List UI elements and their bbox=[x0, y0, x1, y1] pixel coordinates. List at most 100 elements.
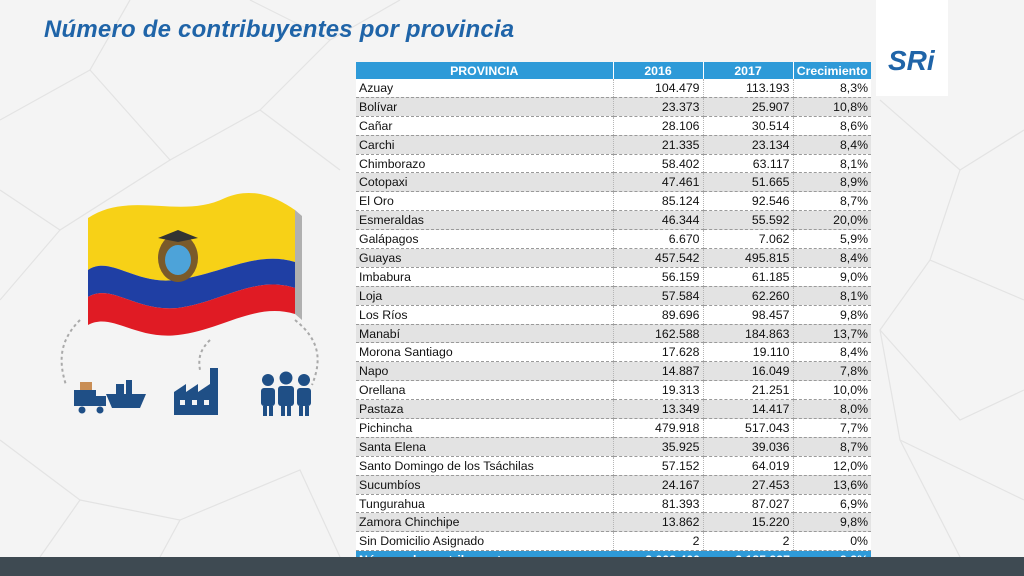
year-2016-cell: 162.588 bbox=[612, 324, 703, 344]
year-2017-cell: 27.453 bbox=[702, 475, 793, 495]
year-2017-cell: 16.049 bbox=[702, 361, 793, 382]
table-row: Pichincha 479.918 517.043 7,7% bbox=[356, 418, 871, 438]
year-2016-cell: 17.628 bbox=[612, 342, 703, 363]
province-cell: Galápagos bbox=[356, 229, 613, 250]
province-cell: Tungurahua bbox=[356, 494, 613, 514]
table-row: Guayas 457.542 495.815 8,4% bbox=[356, 248, 871, 268]
growth-cell: 8,4% bbox=[792, 135, 871, 155]
year-2016-cell: 13.862 bbox=[612, 512, 703, 533]
year-2017-cell: 25.907 bbox=[702, 97, 793, 117]
year-2017-cell: 517.043 bbox=[702, 418, 793, 438]
year-2017-cell: 184.863 bbox=[702, 324, 793, 344]
growth-cell: 13,6% bbox=[792, 475, 871, 495]
table-row: Morona Santiago 17.628 19.110 8,4% bbox=[356, 342, 871, 363]
table-row: Chimborazo 58.402 63.117 8,1% bbox=[356, 154, 871, 174]
svg-text:SRi: SRi bbox=[888, 45, 936, 76]
year-2016-cell: 56.159 bbox=[612, 267, 703, 287]
table-row: Azuay 104.479 113.193 8,3% bbox=[356, 79, 871, 98]
province-cell: Zamora Chinchipe bbox=[356, 512, 613, 533]
growth-cell: 9,8% bbox=[792, 512, 871, 533]
province-cell: Chimborazo bbox=[356, 154, 613, 174]
year-2016-cell: 89.696 bbox=[612, 305, 703, 325]
year-2017-cell: 30.514 bbox=[702, 116, 793, 136]
year-2016-cell: 85.124 bbox=[612, 191, 703, 212]
year-2017-cell: 61.185 bbox=[702, 267, 793, 287]
people-group-icon bbox=[261, 371, 311, 416]
growth-cell: 10,0% bbox=[792, 380, 871, 401]
growth-cell: 9,0% bbox=[792, 267, 871, 287]
growth-cell: 8,1% bbox=[792, 286, 871, 306]
province-cell: Bolívar bbox=[356, 97, 613, 117]
year-2016-cell: 28.106 bbox=[612, 116, 703, 136]
year-2017-cell: 7.062 bbox=[702, 229, 793, 250]
year-2016-cell: 81.393 bbox=[612, 494, 703, 514]
growth-cell: 8,7% bbox=[792, 437, 871, 457]
table-row: El Oro 85.124 92.546 8,7% bbox=[356, 191, 871, 212]
table-row: Santa Elena 35.925 39.036 8,7% bbox=[356, 437, 871, 457]
year-2016-cell: 58.402 bbox=[612, 154, 703, 174]
year-2017-cell: 19.110 bbox=[702, 342, 793, 363]
province-cell: Los Ríos bbox=[356, 305, 613, 325]
year-2017-cell: 14.417 bbox=[702, 399, 793, 420]
province-cell: El Oro bbox=[356, 191, 613, 212]
table-row: Galápagos 6.670 7.062 5,9% bbox=[356, 229, 871, 250]
province-cell: Santo Domingo de los Tsáchilas bbox=[356, 456, 613, 476]
year-2017-cell: 495.815 bbox=[702, 248, 793, 268]
year-2017-cell: 21.251 bbox=[702, 380, 793, 401]
province-cell: Esmeraldas bbox=[356, 210, 613, 231]
sri-logo: SRi bbox=[876, 0, 948, 96]
province-cell: Sucumbíos bbox=[356, 475, 613, 495]
year-2016-cell: 2 bbox=[612, 531, 703, 552]
year-2016-cell: 57.152 bbox=[612, 456, 703, 476]
growth-cell: 8,9% bbox=[792, 172, 871, 193]
trade-truck-ship-icon bbox=[74, 380, 146, 414]
cycle-arrows-icon bbox=[60, 319, 319, 386]
year-2016-cell: 457.542 bbox=[612, 248, 703, 268]
table-row: Cotopaxi 47.461 51.665 8,9% bbox=[356, 172, 871, 193]
contributors-table: PROVINCIA 2016 2017 Crecimiento Azuay 104… bbox=[356, 62, 871, 569]
table-row: Zamora Chinchipe 13.862 15.220 9,8% bbox=[356, 512, 871, 533]
year-2016-cell: 23.373 bbox=[612, 97, 703, 117]
province-cell: Pastaza bbox=[356, 399, 613, 420]
table-row: Carchi 21.335 23.134 8,4% bbox=[356, 135, 871, 155]
growth-cell: 5,9% bbox=[792, 229, 871, 250]
province-cell: Sin Domicilio Asignado bbox=[356, 531, 613, 552]
province-cell: Cañar bbox=[356, 116, 613, 136]
year-2016-cell: 57.584 bbox=[612, 286, 703, 306]
year-2016-cell: 104.479 bbox=[612, 79, 703, 98]
year-2017-cell: 55.592 bbox=[702, 210, 793, 231]
table-row: Bolívar 23.373 25.907 10,8% bbox=[356, 97, 871, 117]
page-title: Número de contribuyentes por provincia bbox=[44, 16, 515, 43]
province-cell: Orellana bbox=[356, 380, 613, 401]
table-row: Cañar 28.106 30.514 8,6% bbox=[356, 116, 871, 136]
year-2016-cell: 13.349 bbox=[612, 399, 703, 420]
year-2017-cell: 15.220 bbox=[702, 512, 793, 533]
year-2017-cell: 113.193 bbox=[702, 79, 793, 98]
table-row: Sin Domicilio Asignado 2 2 0% bbox=[356, 531, 871, 552]
province-cell: Azuay bbox=[356, 79, 613, 98]
year-2017-cell: 98.457 bbox=[702, 305, 793, 325]
table-row: Manabí 162.588 184.863 13,7% bbox=[356, 324, 871, 344]
growth-cell: 20,0% bbox=[792, 210, 871, 231]
growth-cell: 6,9% bbox=[792, 494, 871, 514]
province-cell: Cotopaxi bbox=[356, 172, 613, 193]
year-2017-cell: 64.019 bbox=[702, 456, 793, 476]
year-2017-cell: 2 bbox=[702, 531, 793, 552]
table-row: Loja 57.584 62.260 8,1% bbox=[356, 286, 871, 306]
growth-cell: 0% bbox=[792, 531, 871, 552]
year-2016-cell: 46.344 bbox=[612, 210, 703, 231]
year-2016-cell: 21.335 bbox=[612, 135, 703, 155]
factory-icon bbox=[174, 368, 218, 415]
province-cell: Napo bbox=[356, 361, 613, 382]
table-row: Imbabura 56.159 61.185 9,0% bbox=[356, 267, 871, 287]
table-row: Santo Domingo de los Tsáchilas 57.152 64.0… bbox=[356, 456, 871, 476]
province-cell: Manabí bbox=[356, 324, 613, 344]
province-cell: Carchi bbox=[356, 135, 613, 155]
table-row: Orellana 19.313 21.251 10,0% bbox=[356, 380, 871, 401]
growth-cell: 8,1% bbox=[792, 154, 871, 174]
ecuador-flag-icon bbox=[88, 192, 302, 336]
year-2017-cell: 39.036 bbox=[702, 437, 793, 457]
growth-cell: 9,8% bbox=[792, 305, 871, 325]
growth-cell: 8,3% bbox=[792, 79, 871, 98]
province-cell: Guayas bbox=[356, 248, 613, 268]
